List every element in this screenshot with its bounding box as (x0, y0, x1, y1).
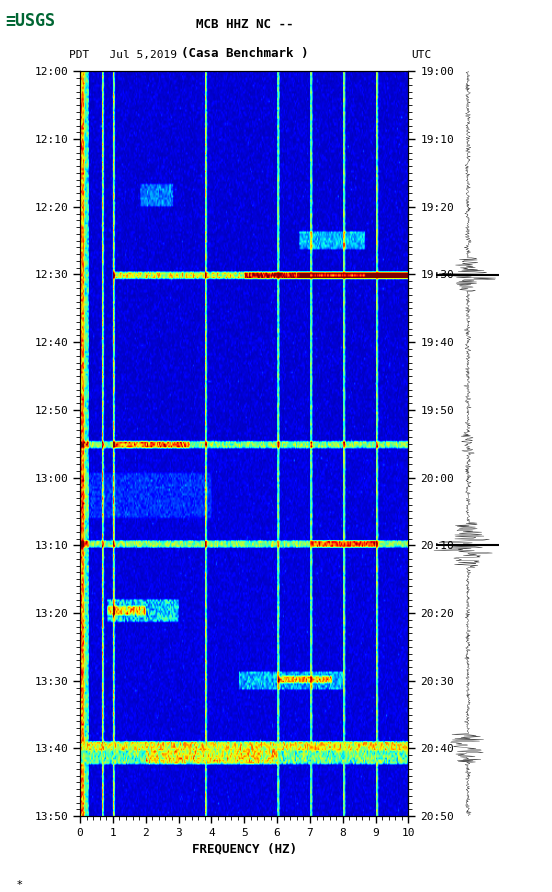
Text: (Casa Benchmark ): (Casa Benchmark ) (181, 46, 308, 60)
Text: MCB HHZ NC --: MCB HHZ NC -- (195, 18, 293, 31)
Text: ≡USGS: ≡USGS (6, 12, 56, 30)
Text: *: * (17, 880, 22, 889)
Text: UTC: UTC (411, 50, 432, 60)
X-axis label: FREQUENCY (HZ): FREQUENCY (HZ) (192, 842, 297, 855)
Text: PDT   Jul 5,2019: PDT Jul 5,2019 (69, 50, 177, 60)
